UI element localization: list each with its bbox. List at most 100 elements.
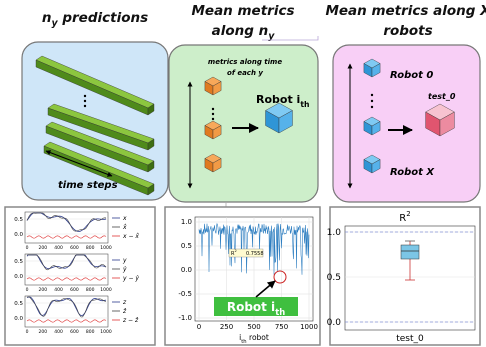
text-part: 800 bbox=[86, 329, 95, 335]
x-tick-label: 200 bbox=[39, 329, 48, 335]
text-part: 0.5 bbox=[14, 259, 23, 265]
figure: ny predictionsMean metricsalong nyMean m… bbox=[0, 0, 486, 347]
text-part: 400 bbox=[54, 287, 63, 293]
text-part: Robot 0 bbox=[390, 70, 433, 81]
dot bbox=[212, 113, 214, 115]
x-tick-label: 800 bbox=[86, 287, 95, 293]
text-part: 200 bbox=[39, 329, 48, 335]
y-tick-label: 0.5 bbox=[14, 217, 23, 223]
text-part: 800 bbox=[86, 245, 95, 251]
text-part: 1.0 bbox=[181, 218, 192, 226]
text-part: test_0 bbox=[428, 92, 456, 101]
x-tick-label: 1000 bbox=[300, 323, 318, 331]
text-part: 1000 bbox=[100, 245, 112, 251]
text-part: 0.5 bbox=[327, 273, 341, 283]
caption: of each y bbox=[227, 69, 263, 77]
text-part: 750 bbox=[275, 323, 288, 331]
panel-title: robots bbox=[383, 23, 432, 39]
subscript: th bbox=[300, 100, 309, 109]
y-tick-label: 0.0 bbox=[181, 266, 192, 274]
text-part: 200 bbox=[39, 245, 48, 251]
text-part: 0.0 bbox=[327, 318, 342, 328]
text-part: n bbox=[42, 10, 52, 26]
text-part: Mean metrics along X bbox=[325, 3, 486, 19]
y-tick-label: 0.5 bbox=[14, 259, 23, 265]
legend-label: x̂ bbox=[122, 224, 127, 231]
x-tick-label: 1000 bbox=[100, 329, 112, 335]
text-part: -1.0 bbox=[178, 314, 192, 322]
subscript: th bbox=[275, 307, 285, 317]
dot bbox=[371, 94, 373, 96]
text-part: 1000 bbox=[100, 287, 112, 293]
y-tick-label: 0.5 bbox=[327, 273, 341, 283]
x-tick-label: 800 bbox=[86, 329, 95, 335]
text-part: R bbox=[399, 213, 406, 224]
x-tick-label: 1000 bbox=[100, 245, 112, 251]
y-tick-label: 0.0 bbox=[14, 274, 23, 280]
text-part: time steps bbox=[58, 180, 118, 191]
text-part: 400 bbox=[54, 245, 63, 251]
subplot-axes bbox=[25, 254, 108, 285]
text-part: 800 bbox=[86, 287, 95, 293]
x-tick-label: 800 bbox=[86, 245, 95, 251]
text-part: Robot i bbox=[227, 300, 275, 314]
text-part: 0 bbox=[26, 287, 29, 293]
x-tick-label: 750 bbox=[275, 323, 288, 331]
text-part: 0.5 bbox=[14, 301, 23, 307]
text-part: y − ŷ bbox=[122, 275, 139, 282]
text-part: 0.5 bbox=[14, 217, 23, 223]
x-tick-label: 400 bbox=[54, 245, 63, 251]
panel-title: Mean metrics bbox=[191, 3, 294, 19]
text-part: 1.0 bbox=[327, 228, 342, 238]
text-part: 0.0 bbox=[14, 232, 23, 238]
axis-label: time steps bbox=[58, 180, 118, 191]
text-part: robots bbox=[383, 23, 432, 39]
x-tick-label: 200 bbox=[39, 287, 48, 293]
y-tick-label: 1.0 bbox=[181, 218, 192, 226]
text-part: 0.7558 bbox=[246, 251, 264, 257]
subplot-axes bbox=[25, 212, 108, 243]
x-tick-label: 1000 bbox=[100, 287, 112, 293]
y-tick-label: -0.5 bbox=[178, 290, 192, 298]
text-part: 0.5 bbox=[181, 242, 192, 250]
text-part: 500 bbox=[247, 323, 260, 331]
panel-title: Mean metrics along X bbox=[325, 3, 486, 19]
dot bbox=[84, 100, 86, 102]
dot bbox=[212, 118, 214, 120]
x-tick-label: 0 bbox=[197, 323, 201, 331]
supscript: 2 bbox=[234, 249, 236, 253]
box bbox=[401, 245, 419, 259]
text-part: of each y bbox=[227, 69, 263, 77]
dot bbox=[371, 100, 373, 102]
text-part: x̂ bbox=[122, 224, 127, 231]
legend-label: x − x̂ bbox=[122, 233, 139, 240]
panel-box bbox=[333, 45, 480, 202]
text-part: z − ẑ bbox=[122, 317, 139, 324]
text-part: along n bbox=[212, 23, 269, 39]
x-axis-label: test_0 bbox=[396, 334, 424, 344]
x-tick-label: 600 bbox=[70, 329, 79, 335]
x-tick-label: 600 bbox=[70, 287, 79, 293]
text-part: -0.5 bbox=[178, 290, 192, 298]
x-tick-label: 200 bbox=[39, 245, 48, 251]
y-tick-label: 1.0 bbox=[327, 228, 342, 238]
legend-label: z − ẑ bbox=[122, 317, 139, 324]
x-tick-label: 400 bbox=[54, 287, 63, 293]
text-part: test_0 bbox=[396, 334, 424, 344]
text-part: y bbox=[122, 257, 127, 264]
text-part: 0.0 bbox=[14, 274, 23, 280]
text-part: Mean metrics bbox=[191, 3, 294, 19]
y-tick-label: -1.0 bbox=[178, 314, 192, 322]
robot-label: Robot X bbox=[390, 167, 435, 178]
score-value: 0.7558 bbox=[246, 251, 264, 257]
text-part: ŷ bbox=[122, 266, 127, 273]
subplot-axes bbox=[25, 296, 108, 327]
text-part: 0 bbox=[26, 329, 29, 335]
text-part: 0.0 bbox=[14, 316, 23, 322]
text-part: 600 bbox=[70, 245, 79, 251]
text-part: x bbox=[122, 215, 127, 222]
dot bbox=[371, 106, 373, 108]
y-tick-label: 0.5 bbox=[14, 301, 23, 307]
text-part: x − x̂ bbox=[122, 233, 139, 240]
text-part: 0.0 bbox=[181, 266, 192, 274]
